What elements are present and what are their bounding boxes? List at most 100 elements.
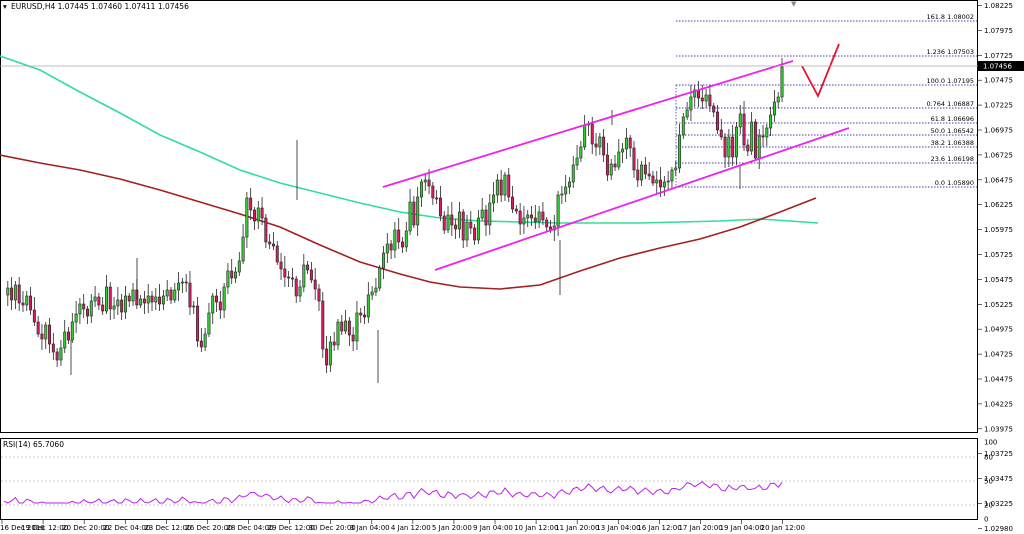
candle-body [734, 126, 738, 158]
candle-body [624, 137, 628, 150]
candle-body [408, 201, 412, 232]
menu-arrow-icon[interactable]: ▾ [3, 2, 7, 11]
fibonacci-levels: 161.8 1.08002 1.236 1.07503 100.0 1.07195 0… [675, 13, 978, 188]
candle-body [419, 181, 423, 198]
candle-body [298, 286, 302, 297]
candle-body [602, 136, 606, 156]
candle-body [567, 181, 571, 188]
fib-level-label: 1.236 1.07503 [926, 48, 974, 56]
price-tick-label: 1.03475 [984, 475, 1013, 483]
candle-body [560, 193, 564, 196]
candle-body [146, 295, 150, 304]
candle-body [765, 127, 769, 138]
price-tick-label: 1.07225 [984, 102, 1013, 110]
candle-body [700, 97, 704, 102]
candle-body [139, 298, 143, 306]
candle-body [514, 208, 518, 212]
candle-body [526, 214, 530, 219]
candle-body [678, 134, 682, 169]
candle-body [469, 221, 473, 229]
candle-body [636, 169, 640, 181]
candle-body [742, 113, 746, 146]
candle-body [590, 123, 594, 145]
candle-body [336, 321, 340, 346]
candle-body [55, 351, 59, 361]
candle-body [397, 229, 401, 243]
candle-body [29, 295, 33, 311]
price-tick-label: 1.07725 [984, 52, 1013, 60]
candle-body [313, 279, 317, 290]
time-tick-label: 19 Dec 12:00 [21, 524, 68, 532]
candle-body [237, 260, 241, 273]
candle-body [461, 211, 465, 241]
candle-body [662, 181, 666, 188]
price-tick-label: 1.03975 [984, 425, 1013, 433]
price-axis: 1.08225 1.07975 1.07725 1.07475 1.07225 1.069… [978, 2, 1013, 533]
candle-body [177, 282, 181, 291]
price-tick-label: 1.04725 [984, 351, 1013, 359]
candle-body [116, 299, 120, 307]
candle-body [363, 314, 367, 318]
candle-body [571, 164, 575, 183]
candle-body [530, 214, 533, 219]
candle-body [605, 154, 609, 176]
candle-body [44, 324, 48, 340]
time-tick-label: 11 Jan 20:00 [555, 524, 599, 532]
fib-level-label: 23.6 1.06198 [931, 155, 974, 163]
candle-body [290, 277, 294, 280]
candle-body [492, 194, 496, 204]
candle-body [731, 136, 735, 158]
candle-body [374, 287, 378, 293]
candle-body [123, 295, 127, 313]
candle-body [454, 224, 458, 230]
candle-body [450, 214, 454, 226]
candle-body [723, 136, 727, 158]
candle-body [241, 236, 245, 262]
candle-body [423, 179, 427, 183]
time-tick-label: 22 Dec 04:00 [103, 524, 150, 532]
candle-body [750, 121, 754, 152]
candle-body [761, 135, 765, 138]
candle-body [302, 264, 306, 288]
price-tick-label: 1.05725 [984, 251, 1013, 259]
candle-body [268, 241, 272, 245]
candle-body [382, 252, 385, 269]
candle-body [776, 96, 780, 103]
rsi-level-label: 50 [984, 478, 993, 486]
scroll-marker-icon[interactable]: ▼ [791, 0, 797, 8]
candle-body [188, 282, 192, 308]
candle-body [51, 343, 55, 353]
forecast-arrow [801, 43, 840, 99]
time-tick-label: 4 Jan 12:00 [391, 524, 431, 532]
candle-body [6, 287, 10, 296]
candle-body [681, 116, 685, 136]
candle-body [359, 312, 363, 316]
candle-body [211, 295, 215, 314]
candle-body [594, 143, 598, 148]
candle-body [416, 196, 420, 226]
time-tick-label: 23 Dec 12:00 [144, 524, 191, 532]
candle-body [317, 288, 321, 302]
price-tick-label: 1.04475 [984, 376, 1013, 384]
candle-body [499, 179, 503, 196]
candle-body [158, 296, 162, 305]
candle-body [412, 201, 416, 226]
time-tick-label: 17 Jan 20:00 [678, 524, 722, 532]
candle-body [685, 109, 689, 118]
moving-average-red-line [0, 154, 817, 290]
price-tick-label: 1.05975 [984, 226, 1013, 234]
moving-average-green-line [0, 55, 819, 224]
candle-body [10, 287, 14, 301]
candle-body [435, 197, 439, 200]
candle-body [708, 94, 712, 107]
candle-body [541, 211, 545, 221]
candle-body [632, 147, 636, 171]
candle-body [746, 144, 750, 152]
candle-body [378, 267, 382, 289]
candle-body [82, 303, 86, 310]
candle-body [518, 210, 522, 225]
candle-body [643, 164, 647, 175]
candle-body [161, 295, 165, 305]
